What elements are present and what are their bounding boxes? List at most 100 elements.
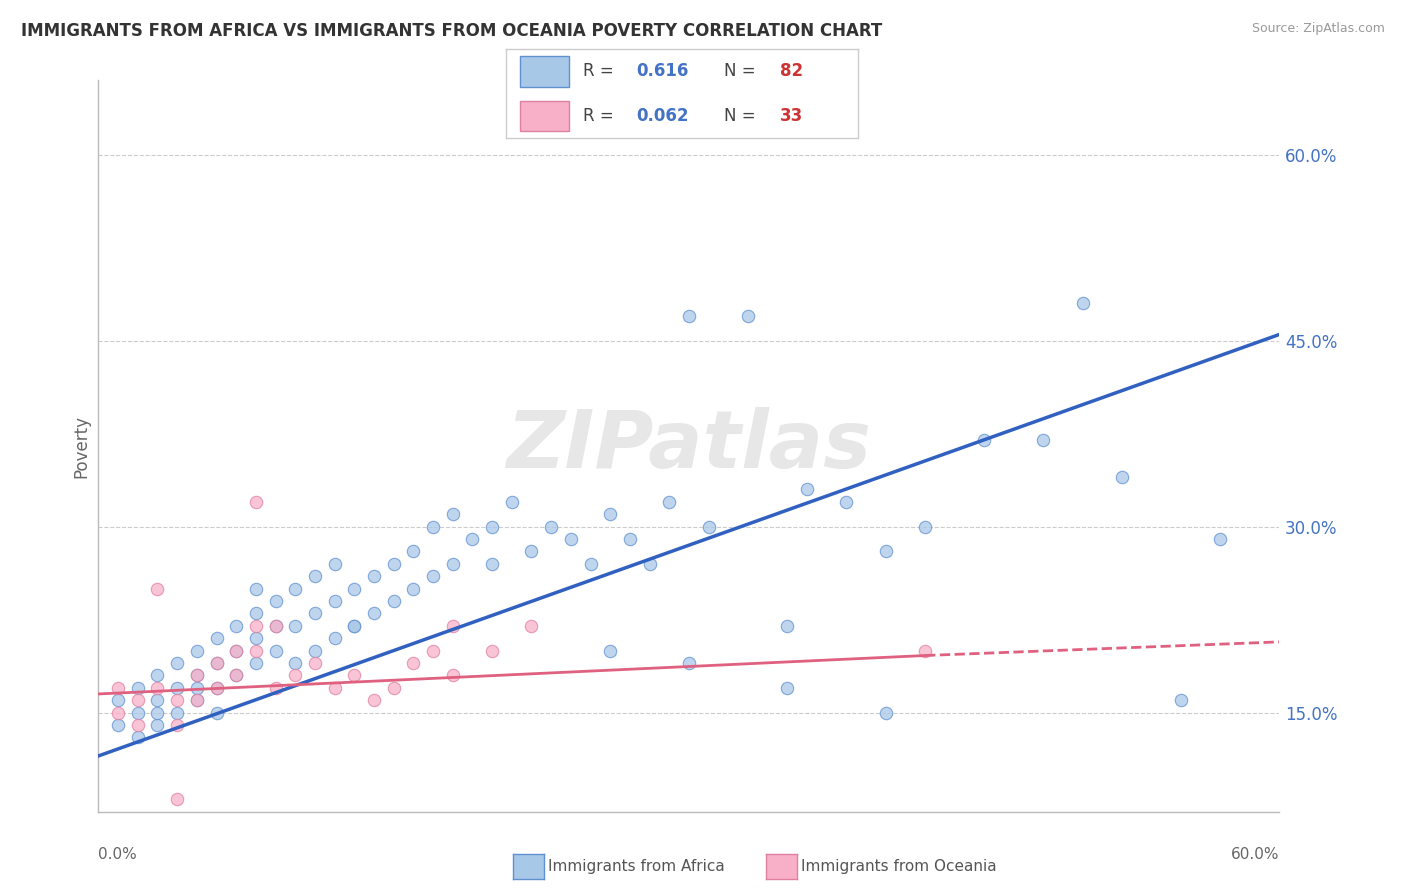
Point bbox=[1111, 470, 1133, 484]
Point bbox=[107, 718, 129, 732]
Point bbox=[1071, 296, 1094, 310]
Point bbox=[166, 792, 188, 806]
Point bbox=[402, 582, 425, 596]
Point bbox=[501, 495, 523, 509]
Point bbox=[481, 643, 503, 657]
Point bbox=[146, 718, 169, 732]
Text: Immigrants from Africa: Immigrants from Africa bbox=[548, 859, 725, 873]
Point bbox=[186, 643, 208, 657]
Point bbox=[205, 681, 228, 695]
Point bbox=[127, 681, 149, 695]
Point bbox=[382, 557, 405, 571]
Point bbox=[304, 643, 326, 657]
Point bbox=[776, 619, 799, 633]
Point bbox=[186, 693, 208, 707]
Point bbox=[225, 668, 247, 682]
Point bbox=[441, 507, 464, 521]
Text: Source: ZipAtlas.com: Source: ZipAtlas.com bbox=[1251, 22, 1385, 36]
Point bbox=[343, 582, 366, 596]
Point bbox=[441, 557, 464, 571]
Point bbox=[599, 643, 621, 657]
Text: N =: N = bbox=[724, 62, 761, 80]
Point bbox=[973, 433, 995, 447]
Point bbox=[304, 569, 326, 583]
Point bbox=[914, 643, 936, 657]
Text: ZIPatlas: ZIPatlas bbox=[506, 407, 872, 485]
Point bbox=[146, 681, 169, 695]
Point bbox=[835, 495, 858, 509]
Point bbox=[205, 656, 228, 670]
Point bbox=[520, 544, 543, 558]
Point bbox=[323, 557, 346, 571]
Point bbox=[205, 681, 228, 695]
Point bbox=[264, 619, 287, 633]
Point bbox=[264, 594, 287, 608]
Point bbox=[619, 532, 641, 546]
Point bbox=[264, 681, 287, 695]
Point bbox=[343, 668, 366, 682]
Point bbox=[422, 643, 444, 657]
Point bbox=[245, 582, 267, 596]
Point bbox=[284, 619, 307, 633]
Point bbox=[205, 706, 228, 720]
Point bbox=[264, 643, 287, 657]
Point bbox=[540, 519, 562, 533]
Point bbox=[205, 656, 228, 670]
Point bbox=[363, 607, 385, 621]
Point bbox=[441, 668, 464, 682]
Point bbox=[245, 643, 267, 657]
Point bbox=[1170, 693, 1192, 707]
Text: 0.062: 0.062 bbox=[636, 107, 689, 125]
Point bbox=[166, 706, 188, 720]
Point bbox=[166, 681, 188, 695]
Point bbox=[127, 731, 149, 745]
Point bbox=[343, 619, 366, 633]
Text: IMMIGRANTS FROM AFRICA VS IMMIGRANTS FROM OCEANIA POVERTY CORRELATION CHART: IMMIGRANTS FROM AFRICA VS IMMIGRANTS FRO… bbox=[21, 22, 883, 40]
Text: Immigrants from Oceania: Immigrants from Oceania bbox=[801, 859, 997, 873]
Point bbox=[382, 681, 405, 695]
FancyBboxPatch shape bbox=[520, 101, 569, 131]
Text: 0.0%: 0.0% bbox=[98, 847, 138, 862]
Point bbox=[461, 532, 484, 546]
Point bbox=[697, 519, 720, 533]
Point bbox=[127, 706, 149, 720]
Point bbox=[127, 693, 149, 707]
Point bbox=[1209, 532, 1232, 546]
Point bbox=[166, 693, 188, 707]
Point bbox=[638, 557, 661, 571]
Point bbox=[225, 619, 247, 633]
Point bbox=[166, 718, 188, 732]
Point bbox=[205, 631, 228, 645]
Text: 0.616: 0.616 bbox=[636, 62, 689, 80]
Point bbox=[264, 619, 287, 633]
Point bbox=[1032, 433, 1054, 447]
Point bbox=[107, 706, 129, 720]
Point bbox=[343, 619, 366, 633]
Point bbox=[875, 706, 897, 720]
Point bbox=[737, 309, 759, 323]
Point bbox=[146, 668, 169, 682]
Text: N =: N = bbox=[724, 107, 761, 125]
Point bbox=[107, 681, 129, 695]
Point bbox=[245, 656, 267, 670]
Text: 82: 82 bbox=[780, 62, 803, 80]
Point bbox=[146, 693, 169, 707]
Point bbox=[678, 309, 700, 323]
Point bbox=[284, 582, 307, 596]
Point bbox=[875, 544, 897, 558]
FancyBboxPatch shape bbox=[520, 56, 569, 87]
Point bbox=[225, 668, 247, 682]
Point bbox=[304, 656, 326, 670]
Point bbox=[323, 681, 346, 695]
Point bbox=[796, 483, 818, 497]
Point bbox=[363, 569, 385, 583]
Point bbox=[678, 656, 700, 670]
Point bbox=[245, 631, 267, 645]
Point bbox=[382, 594, 405, 608]
Point bbox=[579, 557, 602, 571]
Point bbox=[441, 619, 464, 633]
Point bbox=[225, 643, 247, 657]
Point bbox=[658, 495, 681, 509]
Point bbox=[186, 693, 208, 707]
Point bbox=[245, 619, 267, 633]
